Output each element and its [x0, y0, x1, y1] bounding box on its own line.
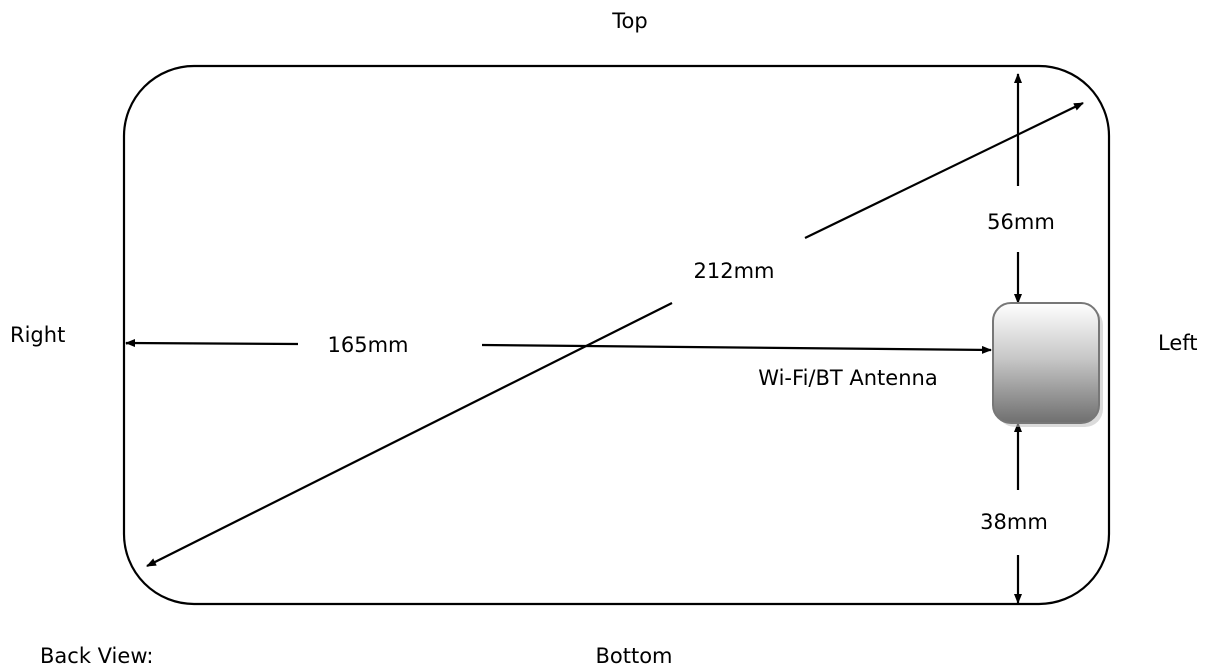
antenna-block	[992, 302, 1100, 424]
top-distance-label: 56mm	[987, 210, 1055, 234]
bottom-distance-label: 38mm	[980, 510, 1048, 534]
diagonal-dimension-arrow-lower	[146, 302, 673, 567]
antenna-label: Wi-Fi/BT Antenna	[758, 366, 937, 390]
horizontal-dimension-arrow-left	[125, 339, 299, 348]
right-side-label: Right	[10, 323, 65, 347]
horizontal-dimension-label: 165mm	[328, 333, 409, 357]
left-side-label: Left	[1158, 331, 1198, 355]
diagonal-dimension-label: 212mm	[694, 259, 775, 283]
top-label: Top	[611, 9, 647, 33]
bottom-label: Bottom	[595, 644, 672, 668]
horizontal-dimension-arrow-right	[481, 343, 992, 354]
device-outline	[122, 64, 1111, 606]
diagonal-dimension-arrow-upper	[804, 102, 1084, 239]
view-label: Back View:	[40, 644, 153, 668]
